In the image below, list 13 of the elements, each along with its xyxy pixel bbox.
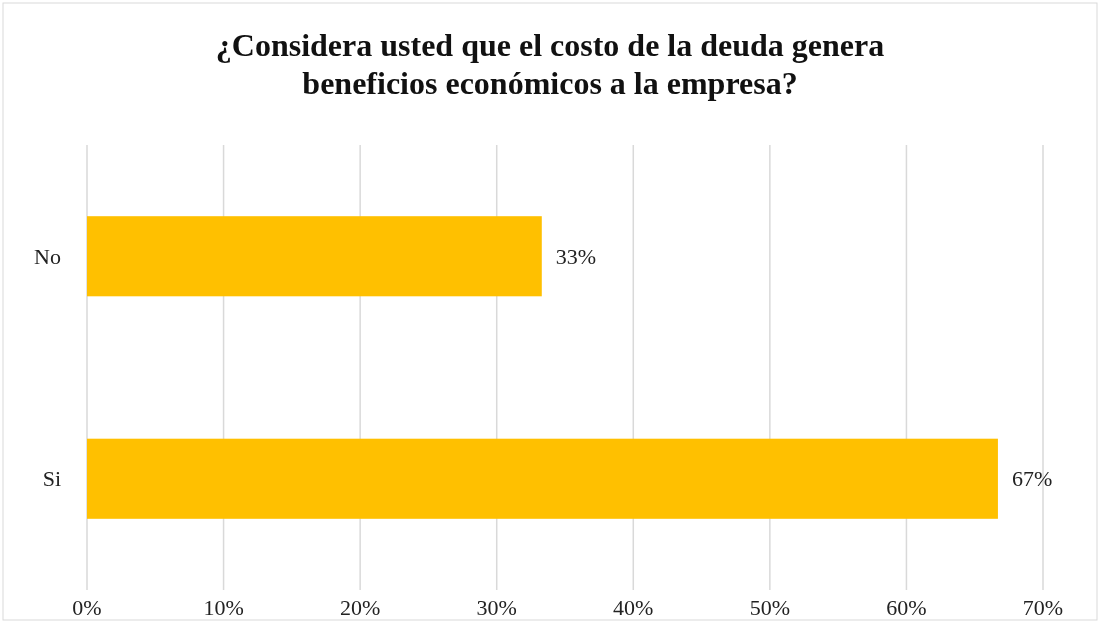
y-tick-label: No — [34, 243, 61, 269]
x-tick-label: 10% — [203, 595, 244, 620]
x-tick-label: 70% — [1022, 595, 1064, 620]
x-tick-label: 60% — [886, 595, 927, 620]
x-tick-label: 40% — [613, 595, 654, 620]
x-tick-label: 30% — [476, 595, 517, 620]
x-tick-label: 50% — [749, 595, 791, 620]
data-label: 67% — [1011, 466, 1053, 492]
data-label: 33% — [555, 243, 597, 269]
x-tick-label: 0% — [72, 595, 102, 620]
y-tick-label: Si — [42, 466, 61, 492]
chart-title: ¿Considera usted que el costo de la deuda genera beneficios económicos a la empresa? — [215, 27, 885, 101]
x-tick-label: 20% — [339, 595, 381, 620]
